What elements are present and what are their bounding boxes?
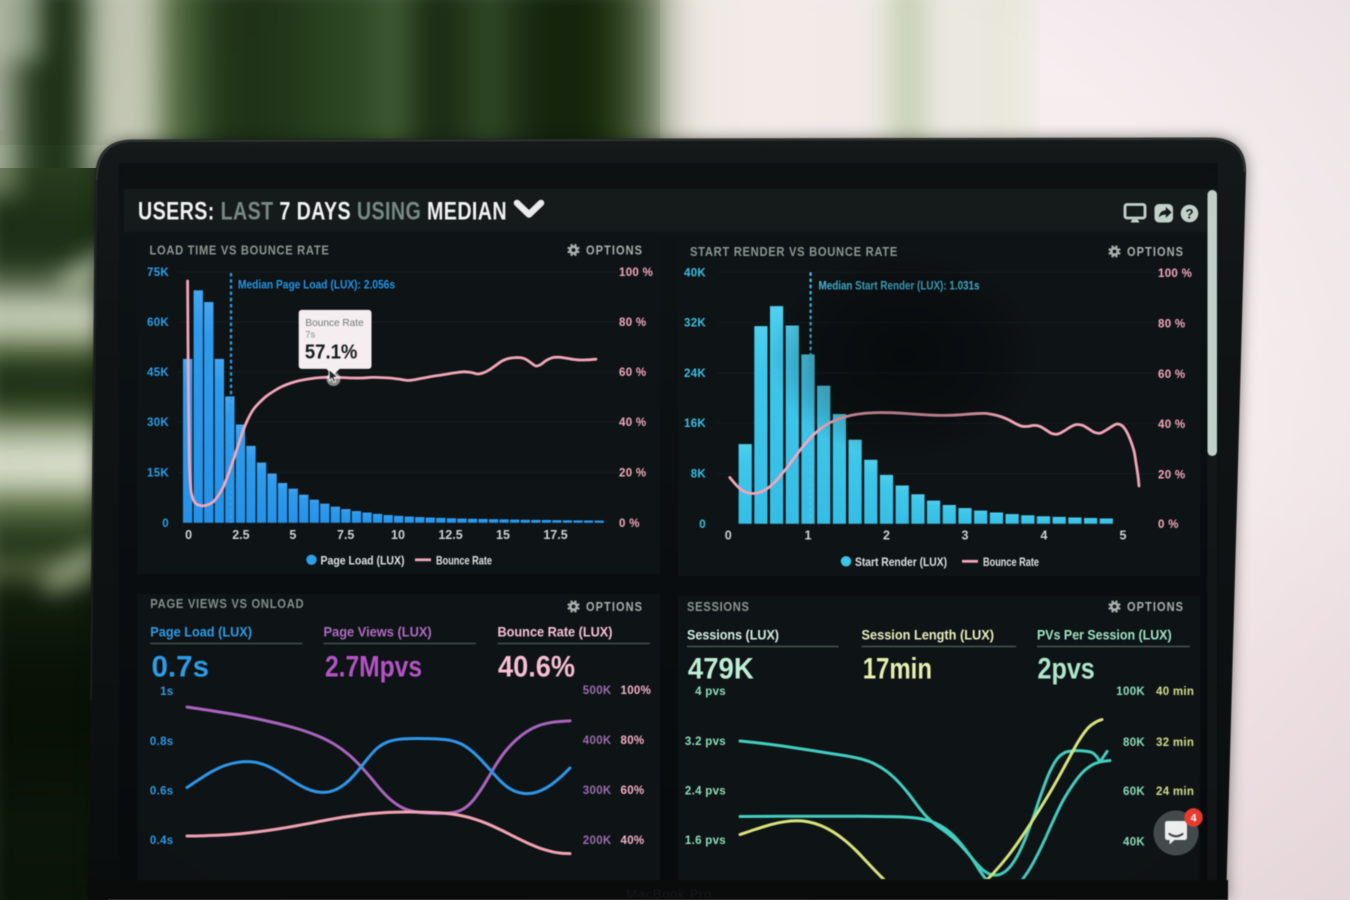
svg-text:Page Load (LUX): Page Load (LUX) [150, 623, 252, 639]
svg-text:0: 0 [699, 519, 706, 531]
svg-text:SESSIONS: SESSIONS [687, 599, 750, 614]
svg-text:2.5: 2.5 [232, 528, 249, 542]
svg-text:57.1%: 57.1% [305, 342, 358, 364]
svg-text:40%: 40% [621, 835, 645, 847]
svg-text:1.6 pvs: 1.6 pvs [685, 835, 726, 847]
svg-text:400K: 400K [583, 735, 612, 747]
svg-text:4: 4 [1041, 529, 1048, 543]
svg-text:START RENDER VS BOUNCE RATE: START RENDER VS BOUNCE RATE [690, 244, 898, 259]
svg-text:USERS: LAST 7 DAYS USING MEDIA: USERS: LAST 7 DAYS USING MEDIAN [138, 198, 507, 226]
svg-text:60 %: 60 % [619, 367, 646, 379]
svg-text:OPTIONS: OPTIONS [586, 244, 643, 258]
svg-text:20 %: 20 % [1158, 470, 1185, 482]
svg-text:40 %: 40 % [1158, 419, 1185, 431]
svg-text:8K: 8K [691, 469, 707, 481]
svg-text:80 %: 80 % [1158, 319, 1185, 331]
svg-text:60%: 60% [621, 785, 645, 797]
svg-text:OPTIONS: OPTIONS [1127, 245, 1184, 259]
svg-text:15: 15 [496, 528, 510, 542]
svg-text:0 %: 0 % [1158, 519, 1179, 531]
svg-text:60K: 60K [1123, 786, 1145, 798]
svg-text:0: 0 [162, 518, 169, 530]
svg-text:16K: 16K [684, 418, 706, 430]
svg-text:40.6%: 40.6% [498, 651, 575, 684]
svg-text:Page Views (LUX): Page Views (LUX) [324, 623, 432, 639]
svg-text:60 %: 60 % [1158, 369, 1185, 381]
svg-text:100K: 100K [1116, 686, 1145, 698]
svg-text:2: 2 [883, 529, 890, 543]
svg-text:15K: 15K [147, 468, 169, 480]
svg-text:24 min: 24 min [1156, 786, 1194, 798]
svg-text:OPTIONS: OPTIONS [1127, 600, 1184, 614]
svg-text:?: ? [1185, 206, 1193, 221]
svg-text:3: 3 [962, 529, 969, 543]
svg-text:Bounce Rate (LUX): Bounce Rate (LUX) [498, 623, 613, 639]
svg-text:479K: 479K [688, 653, 754, 686]
svg-text:80%: 80% [621, 735, 645, 747]
svg-text:32 min: 32 min [1156, 737, 1194, 749]
svg-text:4 pvs: 4 pvs [695, 686, 726, 698]
svg-text:0 %: 0 % [619, 518, 640, 530]
svg-text:7.5: 7.5 [337, 528, 354, 542]
svg-text:1s: 1s [160, 686, 173, 698]
svg-text:2pvs: 2pvs [1038, 653, 1095, 686]
svg-text:5: 5 [289, 528, 296, 542]
svg-text:5: 5 [1120, 529, 1127, 543]
svg-text:Bounce Rate: Bounce Rate [305, 318, 364, 329]
svg-text:45K: 45K [147, 367, 169, 379]
svg-text:2.7Mpvs: 2.7Mpvs [325, 651, 422, 684]
svg-text:200K: 200K [583, 835, 612, 847]
svg-text:Median Page Load (LUX): 2.056s: Median Page Load (LUX): 2.056s [238, 278, 395, 292]
svg-text:100 %: 100 % [1158, 268, 1192, 280]
svg-text:100%: 100% [621, 685, 652, 697]
svg-text:60K: 60K [147, 317, 169, 329]
svg-text:0.4s: 0.4s [150, 835, 174, 847]
svg-text:12.5: 12.5 [438, 528, 462, 542]
svg-text:Session Length (LUX): Session Length (LUX) [862, 626, 995, 642]
svg-text:80 %: 80 % [619, 317, 646, 329]
svg-text:40K: 40K [684, 267, 706, 279]
svg-text:100 %: 100 % [619, 267, 653, 279]
svg-text:30K: 30K [147, 417, 169, 429]
svg-text:500K: 500K [583, 685, 612, 697]
svg-text:40K: 40K [1123, 837, 1145, 849]
svg-text:40 min: 40 min [1156, 686, 1194, 698]
svg-text:Bounce Rate: Bounce Rate [436, 553, 492, 567]
svg-text:PVs Per Session (LUX): PVs Per Session (LUX) [1037, 626, 1172, 642]
svg-text:Sessions (LUX): Sessions (LUX) [687, 626, 779, 642]
svg-text:80K: 80K [1123, 737, 1145, 749]
svg-text:10: 10 [391, 528, 405, 542]
svg-text:Page Load (LUX): Page Load (LUX) [321, 553, 405, 567]
svg-text:20 %: 20 % [619, 468, 646, 480]
svg-text:2.4 pvs: 2.4 pvs [685, 785, 726, 797]
svg-text:17min: 17min [863, 653, 932, 686]
svg-text:MacBook Pro: MacBook Pro [626, 889, 712, 900]
svg-text:4: 4 [1190, 813, 1197, 825]
svg-text:32K: 32K [684, 318, 706, 330]
svg-text:LOAD TIME VS BOUNCE RATE: LOAD TIME VS BOUNCE RATE [150, 243, 330, 258]
svg-text:300K: 300K [583, 785, 612, 797]
svg-text:0.7s: 0.7s [152, 651, 210, 684]
svg-text:1: 1 [805, 529, 812, 543]
svg-text:7s: 7s [305, 330, 315, 340]
svg-text:0: 0 [725, 529, 732, 543]
svg-text:40 %: 40 % [619, 417, 646, 429]
svg-text:24K: 24K [684, 368, 706, 380]
svg-text:Start Render (LUX): Start Render (LUX) [855, 555, 947, 569]
svg-text:3.2 pvs: 3.2 pvs [685, 736, 726, 748]
svg-text:0.6s: 0.6s [150, 785, 174, 797]
svg-text:17.5: 17.5 [543, 528, 567, 542]
svg-text:Bounce Rate: Bounce Rate [983, 555, 1039, 569]
svg-text:OPTIONS: OPTIONS [586, 600, 643, 614]
svg-text:75K: 75K [147, 267, 169, 279]
svg-text:0.8s: 0.8s [150, 736, 174, 748]
svg-text:0: 0 [185, 528, 192, 542]
svg-text:PAGE VIEWS VS ONLOAD: PAGE VIEWS VS ONLOAD [150, 596, 304, 611]
